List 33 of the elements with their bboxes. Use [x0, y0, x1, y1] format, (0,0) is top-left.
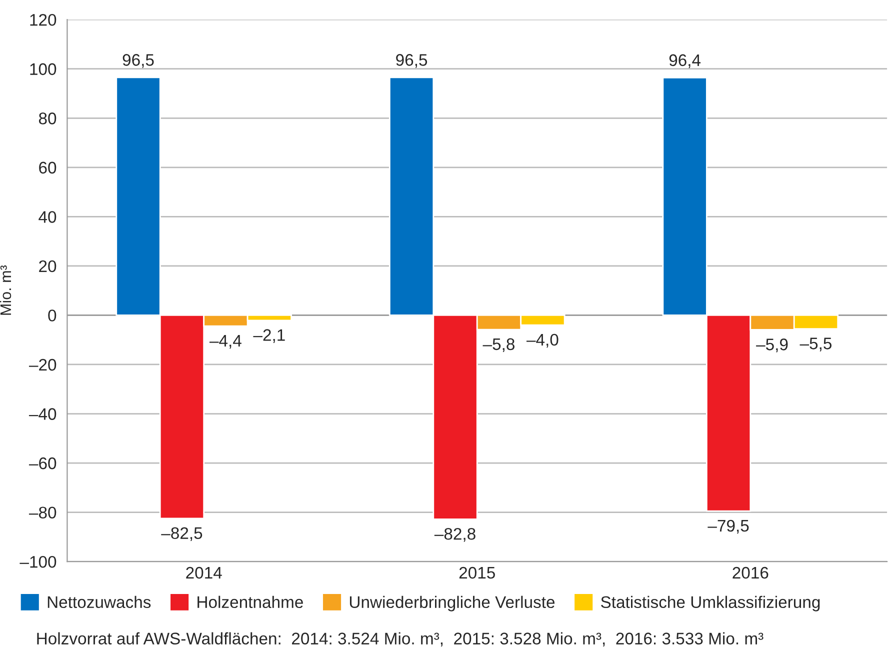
legend-label: Holzentnahme [198, 596, 303, 608]
y-tick-label: –20 [28, 358, 56, 371]
data-label: –82,8 [434, 528, 476, 542]
y-tick-label: 60 [39, 162, 56, 174]
y-tick-label: –60 [28, 457, 56, 470]
y-tick-label: –80 [28, 506, 56, 519]
x-tick-label: 2015 [459, 566, 495, 579]
legend-label: Nettozuwachs [48, 596, 151, 608]
data-label: –5,9 [756, 338, 788, 352]
y-tick-label: 0 [48, 310, 56, 322]
y-tick-label: 20 [39, 260, 56, 272]
y-tick-label: –40 [28, 408, 56, 420]
data-label: 96,5 [396, 54, 428, 68]
data-label: –5,5 [800, 338, 832, 352]
text: Holzvorrat auf AWS-Waldflächen: 2014: 3.524 Mio. m³, 2015: 3.528 Mio. m³, 2016: 3.533 Mio. m³ [37, 632, 764, 646]
y-tick-label: 40 [38, 211, 56, 223]
data-label: –82,5 [161, 527, 202, 542]
data-label: 96,5 [122, 54, 154, 68]
data-label: –4,0 [526, 334, 558, 348]
data-label: –2,1 [253, 329, 285, 343]
y-tick-label: –100 [20, 556, 56, 568]
y-tick-label: 120 [30, 14, 56, 26]
x-tick-label: 2014 [186, 566, 222, 579]
legend-label: Unwiederbringliche Verluste [350, 596, 555, 612]
y-tick-label: 100 [30, 63, 56, 76]
y-axis-title: Mio. m³ [0, 265, 12, 315]
data-label: –5,8 [482, 338, 514, 352]
data-label: –79,5 [708, 520, 749, 534]
x-tick-label: 2016 [732, 566, 768, 579]
data-label: 96,4 [669, 54, 701, 68]
legend-label: Statistische Umklassifizierung [601, 596, 820, 612]
y-tick-label: 80 [38, 112, 56, 124]
data-label: –4,4 [209, 335, 242, 349]
